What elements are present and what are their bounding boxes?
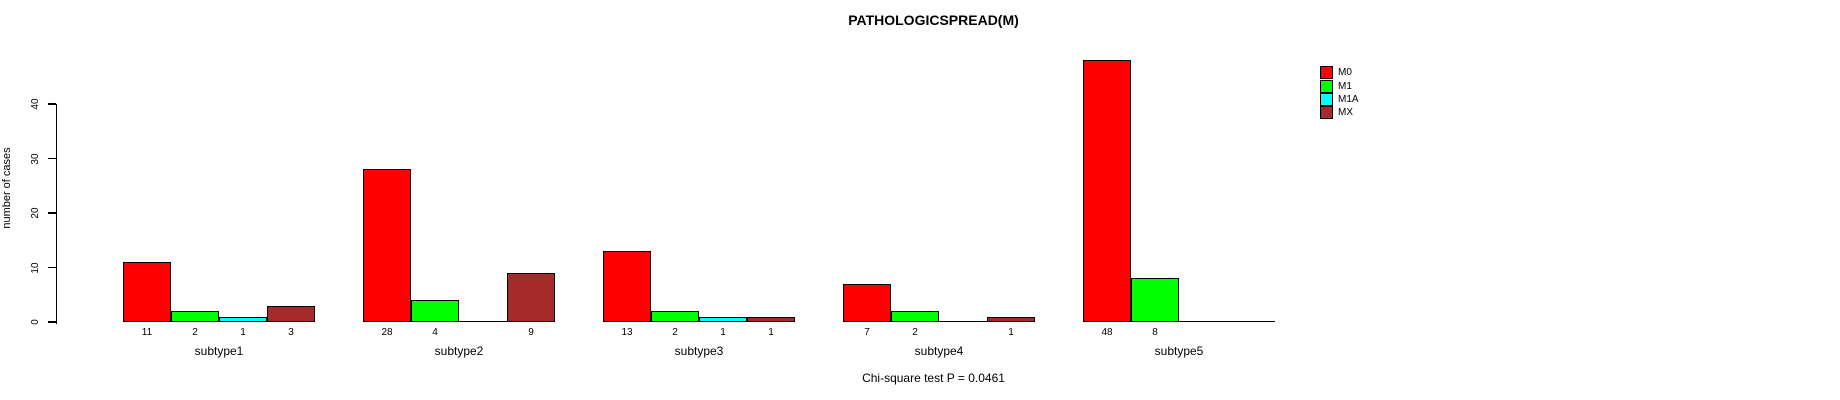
bar-mx-subtype3 xyxy=(747,316,795,322)
y-tick xyxy=(47,266,56,269)
bar-value-label: 1 xyxy=(768,327,774,338)
bar-value-label: 2 xyxy=(672,327,678,338)
zero-bar-line xyxy=(1227,320,1275,322)
legend-label: M0 xyxy=(1338,67,1352,79)
bar-mx-subtype1 xyxy=(267,305,315,322)
category-label-subtype4: subtype4 xyxy=(914,344,964,358)
bar-value-label: 1 xyxy=(720,327,726,338)
bar-value-label: 48 xyxy=(1101,327,1113,338)
category-label-subtype2: subtype2 xyxy=(434,344,484,358)
category-label-subtype3: subtype3 xyxy=(674,344,724,358)
legend-swatch-mx xyxy=(1320,106,1333,120)
bar-value-label: 3 xyxy=(288,327,294,338)
category-label-subtype5: subtype5 xyxy=(1154,344,1204,358)
bar-m0-subtype3 xyxy=(603,251,651,322)
bar-value-label: 13 xyxy=(621,327,633,338)
zero-bar-line xyxy=(459,320,507,322)
legend-swatch-m0 xyxy=(1320,66,1333,80)
bar-m0-subtype4 xyxy=(843,283,891,322)
legend-row-mx: MX xyxy=(1320,106,1359,120)
bar-value-label: 8 xyxy=(1152,327,1158,338)
bar-value-label: 11 xyxy=(141,327,153,338)
bar-m1a-subtype1 xyxy=(219,316,267,322)
legend-swatch-m1 xyxy=(1320,79,1333,93)
y-tick xyxy=(47,103,56,105)
y-tick xyxy=(47,157,56,160)
y-axis-label: number of cases xyxy=(1,147,13,229)
bar-mx-subtype4 xyxy=(987,316,1035,322)
bar-m1-subtype5 xyxy=(1131,278,1179,322)
y-axis-line xyxy=(55,104,57,324)
bar-m0-subtype2 xyxy=(363,169,411,322)
bar-m1-subtype2 xyxy=(411,300,459,322)
legend-label: M1 xyxy=(1338,80,1352,92)
legend-row-m1a: M1A xyxy=(1320,92,1359,106)
legend-row-m1: M1 xyxy=(1320,79,1359,93)
legend-label: M1A xyxy=(1338,93,1359,105)
zero-bar-line xyxy=(1179,320,1227,322)
bar-m0-subtype1 xyxy=(123,262,171,322)
bar-m1-subtype4 xyxy=(891,311,939,322)
y-tick xyxy=(47,212,56,214)
chi-square-note: Chi-square test P = 0.0461 xyxy=(862,371,1005,385)
chart-title: PATHOLOGICSPREAD(M) xyxy=(848,12,1019,28)
bar-m0-subtype5 xyxy=(1083,60,1131,322)
bar-value-label: 9 xyxy=(528,327,534,338)
category-label-subtype1: subtype1 xyxy=(194,344,244,358)
bar-value-label: 1 xyxy=(240,327,246,338)
y-tick xyxy=(47,321,56,323)
legend-row-m0: M0 xyxy=(1320,66,1359,80)
bar-m1a-subtype3 xyxy=(699,316,747,322)
bar-value-label: 2 xyxy=(192,327,198,338)
bar-value-label: 4 xyxy=(432,327,438,338)
bar-value-label: 2 xyxy=(912,327,918,338)
bar-value-label: 28 xyxy=(381,327,393,338)
y-tick-label: 20 xyxy=(30,207,41,219)
bar-mx-subtype2 xyxy=(507,272,555,322)
y-tick-label: 0 xyxy=(30,319,41,325)
legend-label: MX xyxy=(1338,107,1353,119)
bar-value-label: 1 xyxy=(1008,327,1014,338)
y-tick-label: 40 xyxy=(30,98,41,110)
bar-value-label: 7 xyxy=(864,327,870,338)
bar-m1-subtype3 xyxy=(651,311,699,322)
legend-swatch-m1a xyxy=(1320,92,1333,106)
y-tick-label: 30 xyxy=(30,152,41,165)
legend: M0 M1 M1A MX xyxy=(1320,66,1359,120)
zero-bar-line xyxy=(939,320,987,322)
bar-m1-subtype1 xyxy=(171,311,219,322)
y-tick-label: 10 xyxy=(30,261,41,274)
